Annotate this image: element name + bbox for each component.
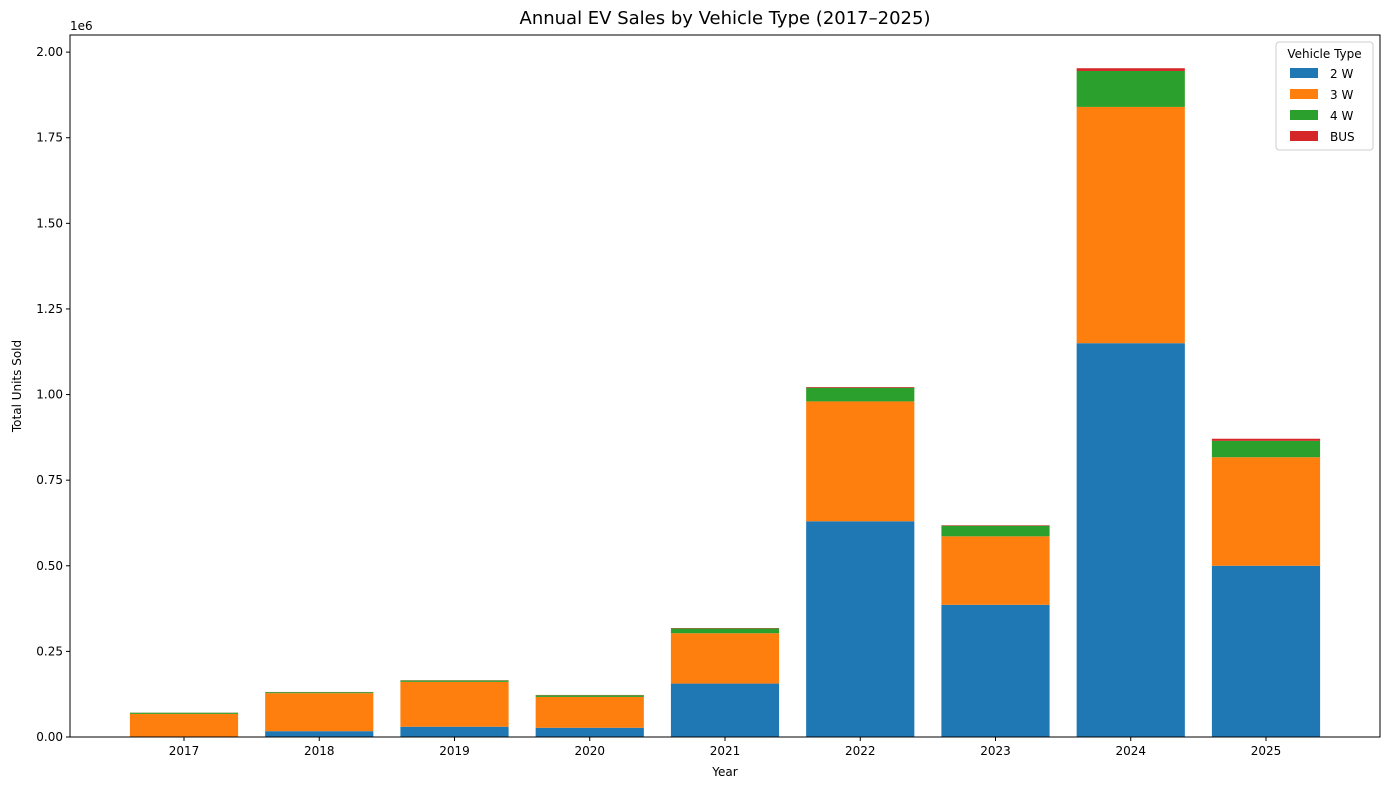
bar-2022-bus [806,387,914,388]
x-tick-label: 2020 [574,744,605,758]
legend-swatch [1290,89,1318,99]
legend-label: BUS [1330,130,1355,144]
bar-2019-4w [400,681,508,682]
y-tick-label: 0.75 [36,473,63,487]
legend-swatch [1290,110,1318,120]
bar-2025-bus [1212,439,1320,441]
bar-2023-2w [941,605,1049,737]
legend-label: 4 W [1330,109,1353,123]
x-tick-label: 2025 [1251,744,1282,758]
bar-2021-3w [671,633,779,683]
bar-2021-4w [671,628,779,633]
y-tick-label: 0.50 [36,559,63,573]
y-tick-label: 1.25 [36,302,63,316]
y-tick-label: 2.00 [36,45,63,59]
legend-label: 3 W [1330,88,1353,102]
bar-2023-3w [941,536,1049,604]
x-axis: 2017 2018 2019 2020 2021 2022 2023 2024 2025 [169,737,1282,758]
bar-2017-3w [130,714,238,737]
y-tick-label: 1.00 [36,388,63,402]
x-tick-label: 2017 [169,744,200,758]
legend-label: 2 W [1330,67,1353,81]
y-axis-label: Total Units Sold [10,340,24,433]
x-tick-label: 2019 [439,744,470,758]
y-tick-label: 1.50 [36,216,63,230]
bar-2022-3w [806,401,914,521]
bar-2020-4w [536,695,644,697]
bar-2024-bus [1077,68,1185,71]
bar-2024-3w [1077,107,1185,343]
bar-2019-3w [400,682,508,727]
legend-swatch [1290,68,1318,78]
bar-2018-2w [265,731,373,737]
bar-2023-4w [941,526,1049,537]
x-axis-label: Year [711,765,737,779]
chart-title: Annual EV Sales by Vehicle Type (2017–20… [520,8,931,29]
bar-2020-3w [536,697,644,728]
bar-2018-4w [265,692,373,693]
bar-2024-4w [1077,71,1185,107]
bar-2022-4w [806,388,914,402]
bars-layer [130,68,1320,737]
bar-2022-2w [806,521,914,737]
x-tick-label: 2018 [304,744,335,758]
bar-2020-2w [536,728,644,737]
bar-2024-2w [1077,343,1185,737]
y-tick-label: 0.25 [36,644,63,658]
bar-2023-bus [941,525,1049,526]
bar-2019-2w [400,727,508,737]
y-tick-label: 1.75 [36,131,63,145]
legend-title: Vehicle Type [1287,47,1361,61]
bar-2017-4w [130,713,238,714]
y-offset-label: 1e6 [70,19,93,33]
y-axis: 0.00 0.25 0.50 0.75 1.00 1.25 1.50 1.75 2.00 [36,45,70,744]
bar-2025-2w [1212,566,1320,737]
bar-2021-2w [671,684,779,737]
bar-2018-3w [265,693,373,731]
x-tick-label: 2022 [845,744,876,758]
y-tick-label: 0.00 [36,730,63,744]
x-tick-label: 2021 [710,744,741,758]
bar-2025-4w [1212,441,1320,457]
legend-swatch [1290,131,1318,141]
bar-2025-3w [1212,457,1320,566]
x-tick-label: 2023 [980,744,1011,758]
legend: Vehicle Type 2 W 3 W 4 W BUS [1276,42,1373,150]
x-tick-label: 2024 [1115,744,1146,758]
